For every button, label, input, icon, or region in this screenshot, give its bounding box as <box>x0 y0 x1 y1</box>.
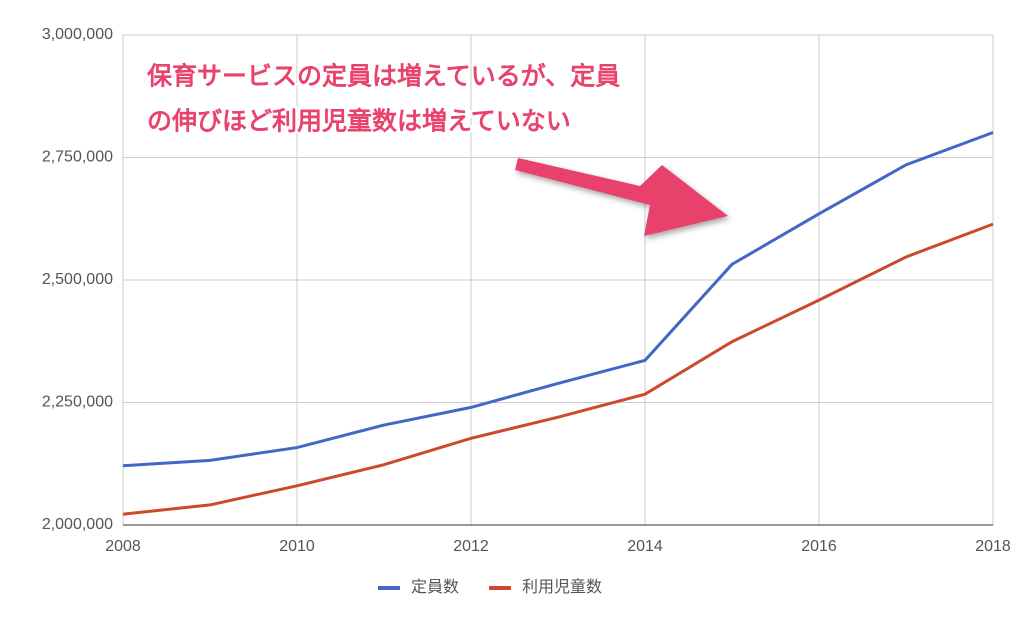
y-tick-label: 2,000,000 <box>42 516 113 533</box>
y-tick-label: 2,500,000 <box>42 271 113 288</box>
y-tick-label: 2,250,000 <box>42 394 113 411</box>
y-tick-label: 3,000,000 <box>42 26 113 43</box>
x-tick-label: 2018 <box>975 538 1011 555</box>
x-tick-label: 2008 <box>105 538 141 555</box>
legend-label: 定員数 <box>411 578 459 596</box>
series-line <box>122 131 994 468</box>
annotation: の伸びほど利用児童数は増えていない <box>147 107 571 136</box>
y-tick-label: 2,750,000 <box>42 149 113 166</box>
x-tick-label: 2010 <box>279 538 315 555</box>
legend-label: 利用児童数 <box>522 577 602 596</box>
series-line <box>122 222 994 516</box>
x-tick-label: 2012 <box>453 538 489 555</box>
x-tick-label: 2014 <box>627 538 663 555</box>
arrow <box>515 158 728 236</box>
annotation: 保育サービスの定員は増えているが、定員 <box>146 62 620 91</box>
x-tick-label: 2016 <box>801 538 837 555</box>
